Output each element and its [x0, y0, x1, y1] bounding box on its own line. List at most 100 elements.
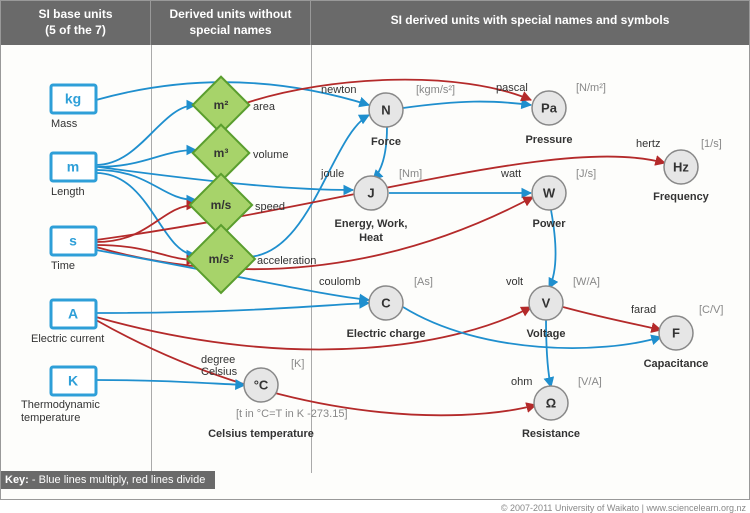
- svg-text:m³: m³: [214, 146, 229, 160]
- header-col2-l2: special names: [189, 23, 271, 37]
- header-col1: SI base units (5 of the 7): [1, 1, 151, 45]
- svg-text:Pa: Pa: [541, 100, 558, 115]
- svg-text:[C/V]: [C/V]: [699, 304, 723, 316]
- svg-text:[V/A]: [V/A]: [578, 376, 602, 388]
- svg-text:[kgm/s²]: [kgm/s²]: [416, 84, 455, 96]
- diagram-container: SI base units (5 of the 7) Derived units…: [0, 0, 750, 500]
- unit-Pa: Pa pascal [N/m²] Pressure: [496, 82, 606, 146]
- svg-text:[1/s]: [1/s]: [701, 138, 722, 150]
- svg-text:Celsius temperature: Celsius temperature: [208, 428, 314, 440]
- svg-text:degree: degree: [201, 354, 235, 366]
- base-m-sym: m: [67, 159, 79, 175]
- svg-text:Resistance: Resistance: [522, 428, 580, 440]
- base-A-label: Electric current: [31, 333, 104, 345]
- header-col3: SI derived units with special names and …: [311, 1, 749, 45]
- svg-text:ohm: ohm: [511, 376, 532, 388]
- svg-text:°C: °C: [254, 377, 269, 392]
- edge-N-Pa: [403, 102, 531, 108]
- svg-text:[J/s]: [J/s]: [576, 168, 596, 180]
- svg-text:newton: newton: [321, 84, 356, 96]
- svg-text:Energy, Work,: Energy, Work,: [335, 218, 408, 230]
- unit-N: N newton [kgm/s²] Force: [321, 84, 455, 148]
- svg-text:volt: volt: [506, 276, 523, 288]
- svg-text:Hz: Hz: [673, 159, 689, 174]
- unit-Hz: Hz hertz [1/s] Frequency: [636, 138, 722, 203]
- edge-m-ms2: [96, 173, 196, 255]
- svg-text:coulomb: coulomb: [319, 276, 361, 288]
- svg-text:area: area: [253, 101, 276, 113]
- svg-text:Power: Power: [532, 218, 566, 230]
- svg-text:[N/m²]: [N/m²]: [576, 82, 606, 94]
- svg-text:farad: farad: [631, 304, 656, 316]
- svg-text:acceleration: acceleration: [257, 255, 316, 267]
- svg-text:[Nm]: [Nm]: [399, 168, 422, 180]
- base-A: A Electric current: [31, 300, 104, 345]
- edge-m-m3: [96, 150, 196, 167]
- credit-line: © 2007-2011 University of Waikato | www.…: [501, 503, 746, 513]
- svg-text:Force: Force: [371, 136, 401, 148]
- svg-text:V: V: [542, 295, 551, 310]
- header-col2: Derived units without special names: [151, 1, 311, 45]
- svg-text:Frequency: Frequency: [653, 191, 710, 203]
- deriv-m2: m² area: [193, 77, 276, 134]
- svg-text:m/s: m/s: [211, 198, 232, 212]
- header-col1-l1: SI base units: [38, 7, 112, 21]
- svg-text:Capacitance: Capacitance: [644, 358, 709, 370]
- base-K-sym: K: [68, 373, 78, 389]
- unit-C: C coulomb [As] Electric charge: [319, 276, 433, 340]
- base-m-label: Length: [51, 186, 85, 198]
- edge-m-m2: [96, 105, 196, 165]
- unit-degC: °C degree Celsius [K] [t in °C=T in K -2…: [201, 354, 348, 440]
- svg-text:pascal: pascal: [496, 82, 528, 94]
- edge-K-degC: [96, 380, 245, 385]
- svg-text:Celsius: Celsius: [201, 366, 238, 378]
- base-kg-sym: kg: [65, 91, 81, 107]
- svg-text:[As]: [As]: [414, 276, 433, 288]
- base-K: K Thermodynamic temperature: [21, 367, 100, 424]
- edge-s-ms: [96, 205, 196, 242]
- svg-text:Electric charge: Electric charge: [347, 328, 426, 340]
- unit-V: V volt [W/A] Voltage: [506, 276, 600, 340]
- unit-W: W watt [J/s] Power: [500, 168, 596, 230]
- base-s-sym: s: [69, 233, 77, 249]
- svg-text:Heat: Heat: [359, 232, 383, 244]
- svg-text:F: F: [672, 325, 680, 340]
- base-K-label2: temperature: [21, 412, 80, 424]
- svg-text:watt: watt: [500, 168, 521, 180]
- header-row: SI base units (5 of the 7) Derived units…: [1, 1, 749, 45]
- base-s-label: Time: [51, 260, 75, 272]
- legend-key: Key: - Blue lines multiply, red lines di…: [1, 471, 215, 489]
- svg-text:m²: m²: [214, 98, 229, 112]
- svg-text:m/s²: m/s²: [209, 252, 234, 266]
- svg-text:W: W: [543, 185, 556, 200]
- svg-text:hertz: hertz: [636, 138, 660, 150]
- key-label: Key:: [5, 474, 29, 486]
- svg-text:C: C: [381, 295, 391, 310]
- unit-J: J joule [Nm] Energy, Work, Heat: [320, 168, 422, 244]
- key-text: - Blue lines multiply, red lines divide: [29, 474, 205, 486]
- base-m: m Length: [51, 153, 96, 198]
- svg-text:volume: volume: [253, 149, 288, 161]
- edge-A-C: [96, 303, 369, 313]
- svg-text:N: N: [381, 102, 390, 117]
- base-A-sym: A: [68, 306, 78, 322]
- base-kg: kg Mass: [51, 85, 96, 130]
- svg-text:Voltage: Voltage: [527, 328, 566, 340]
- deriv-ms2: m/s² acceleration: [187, 225, 316, 293]
- svg-text:Pressure: Pressure: [525, 134, 572, 146]
- edge-N-J: [373, 127, 387, 180]
- graph-canvas: kg Mass m Length s Time A Electric curre…: [1, 45, 750, 485]
- svg-text:joule: joule: [320, 168, 344, 180]
- svg-text:J: J: [367, 185, 374, 200]
- unit-F: F farad [C/V] Capacitance: [631, 304, 723, 370]
- header-col2-l1: Derived units without: [169, 7, 291, 21]
- base-kg-label: Mass: [51, 118, 78, 130]
- svg-text:speed: speed: [255, 201, 285, 213]
- svg-text:Ω: Ω: [546, 395, 556, 410]
- edge-A-ohm: [96, 320, 536, 415]
- deriv-m3: m³ volume: [193, 125, 289, 182]
- base-s: s Time: [51, 227, 96, 272]
- svg-text:[W/A]: [W/A]: [573, 276, 600, 288]
- svg-text:[t in °C=T in K -273.15]: [t in °C=T in K -273.15]: [236, 408, 348, 420]
- svg-text:[K]: [K]: [291, 358, 304, 370]
